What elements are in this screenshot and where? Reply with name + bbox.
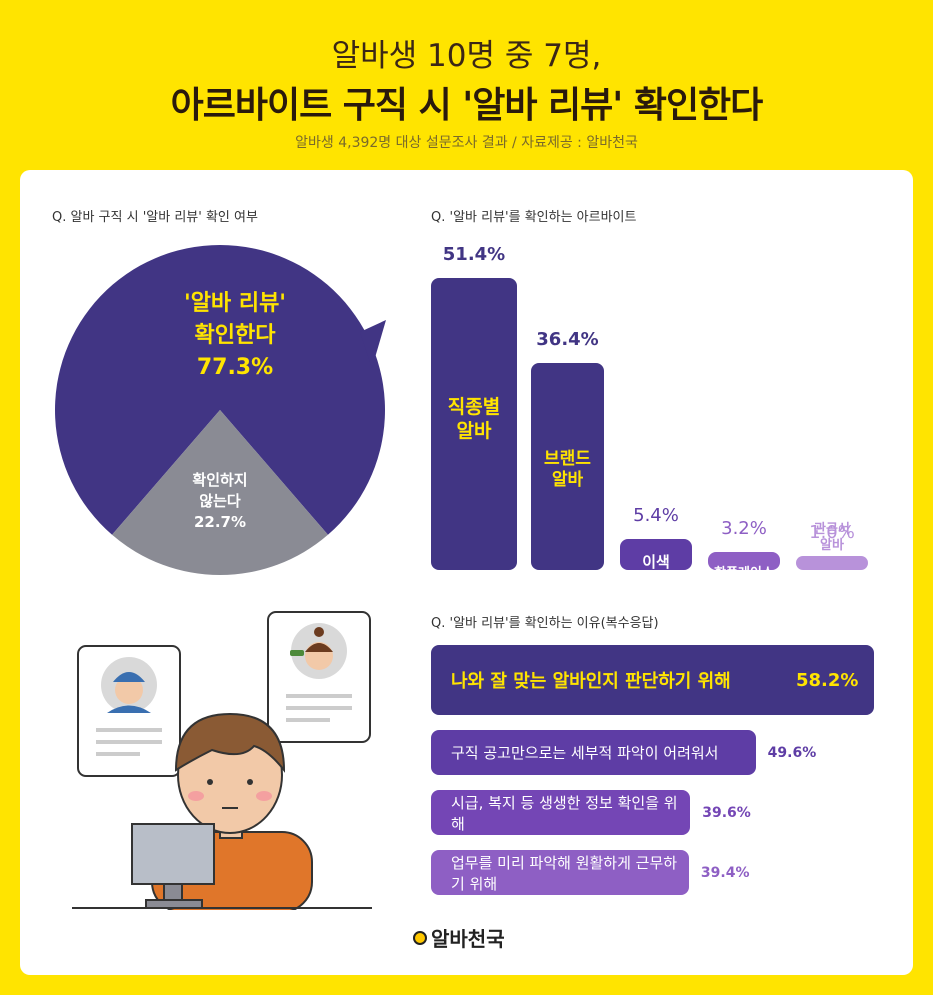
profile-card-right-icon bbox=[267, 611, 371, 743]
reason-label-0: 나와 잘 맞는 알바인지 판단하기 위해 bbox=[451, 671, 731, 692]
bar-label-2: 이색 알바 bbox=[620, 553, 692, 591]
reason-question: Q. '알바 리뷰'를 확인하는 이유(복수응답) bbox=[431, 616, 659, 631]
pie-label-no-line2: 않는다 bbox=[199, 492, 241, 510]
title-line2: 아르바이트 구직 시 '알바 리뷰' 확인한다 bbox=[170, 85, 764, 126]
brand-logo: 알바천국 bbox=[413, 923, 505, 952]
speech-bubble-tail bbox=[360, 320, 386, 368]
illustration bbox=[72, 611, 372, 910]
reason-bar-0: 나와 잘 맞는 알바인지 판단하기 위해 bbox=[431, 645, 874, 715]
pie-label-yes-line1: '알바 리뷰' bbox=[183, 291, 287, 316]
bar-label-line2: 알바 bbox=[642, 572, 670, 591]
bar-0 bbox=[431, 278, 517, 570]
reason-label-2: 시급, 복지 등 생생한 정보 확인을 위해 bbox=[451, 793, 678, 833]
pie-chart bbox=[55, 244, 386, 575]
bar-label-1: 브랜드 알바 bbox=[531, 449, 604, 492]
pie-slice-yes bbox=[55, 244, 386, 535]
pie-question: Q. 알바 구직 시 '알바 리뷰' 확인 여부 bbox=[52, 210, 258, 225]
reason-value-0: 58.2% bbox=[796, 669, 859, 691]
subtitle: 알바생 4,392명 대상 설문조사 결과 / 자료제공 : 알바천국 bbox=[295, 135, 638, 151]
pie-value-yes: 77.3% bbox=[196, 355, 274, 380]
pie-slice-no bbox=[112, 410, 328, 575]
reason-label-3: 업무를 미리 파악해 원활하게 근무하기 위해 bbox=[451, 853, 678, 893]
profile-card-left-icon bbox=[77, 645, 181, 777]
bar-label-line2: 알바 bbox=[456, 419, 492, 442]
bar-1 bbox=[531, 363, 604, 570]
pie-label-yes-line2: 확인한다 bbox=[194, 323, 276, 348]
bar-2 bbox=[620, 539, 692, 570]
bar-label-3: 핫플레이스 알바 bbox=[708, 566, 780, 599]
bar-4 bbox=[796, 556, 868, 570]
bar-label-line1: 관공서 bbox=[814, 522, 850, 537]
bar-question: Q. '알바 리뷰'를 확인하는 아르바이트 bbox=[431, 210, 637, 225]
bar-label-0: 직종별 알바 bbox=[431, 396, 517, 444]
pie-label-no: 확인하지 않는다 22.7% bbox=[150, 470, 290, 533]
bar-label-line2: 알바 bbox=[551, 470, 584, 491]
bar-label-line1: 이색 bbox=[642, 553, 670, 572]
bar-label-line1: 직종별 bbox=[447, 396, 501, 418]
reason-bar-2: 시급, 복지 등 생생한 정보 확인을 위해 bbox=[431, 790, 691, 835]
bee-icon bbox=[413, 930, 427, 945]
bar-label-line2: 알바 bbox=[820, 538, 844, 554]
reason-bar-1: 구직 공고만으로는 세부적 파악이 어려워서 bbox=[431, 730, 756, 775]
bar-value-3: 3.2% bbox=[721, 517, 767, 539]
bar-label-line2: 알바 bbox=[732, 582, 756, 598]
pie-label-yes: '알바 리뷰' 확인한다 77.3% bbox=[130, 288, 340, 384]
monitor-icon bbox=[131, 823, 215, 909]
reason-label-1: 구직 공고만으로는 세부적 파악이 어려워서 bbox=[451, 744, 719, 762]
bar-value-1: 36.4% bbox=[536, 329, 599, 351]
pie-label-no-line1: 확인하지 bbox=[192, 471, 248, 489]
reason-bar-3: 업무를 미리 파악해 원활하게 근무하기 위해 bbox=[431, 850, 689, 895]
pie-value-no: 22.7% bbox=[193, 513, 247, 531]
title-line1: 알바생 10명 중 7명, bbox=[331, 38, 602, 74]
bar-3 bbox=[708, 551, 780, 570]
reason-value-3: 39.4% bbox=[700, 864, 750, 881]
reason-value-2: 39.6% bbox=[702, 804, 751, 821]
content-card: Q. 알바 구직 시 '알바 리뷰' 확인 여부 '알바 리뷰' 확인한다 77… bbox=[20, 170, 913, 975]
bar-label-line1: 핫플레이스 bbox=[714, 565, 774, 581]
bar-label-4: 관공서 알바 bbox=[796, 522, 868, 555]
bar-value-0: 51.4% bbox=[442, 244, 506, 265]
bar-label-line1: 브랜드 bbox=[544, 449, 591, 470]
bar-value-2: 5.4% bbox=[633, 505, 679, 527]
brand-name: 알바천국 bbox=[431, 927, 505, 951]
reason-value-1: 49.6% bbox=[767, 744, 817, 761]
bar-value-4: 1.0% bbox=[809, 522, 855, 543]
